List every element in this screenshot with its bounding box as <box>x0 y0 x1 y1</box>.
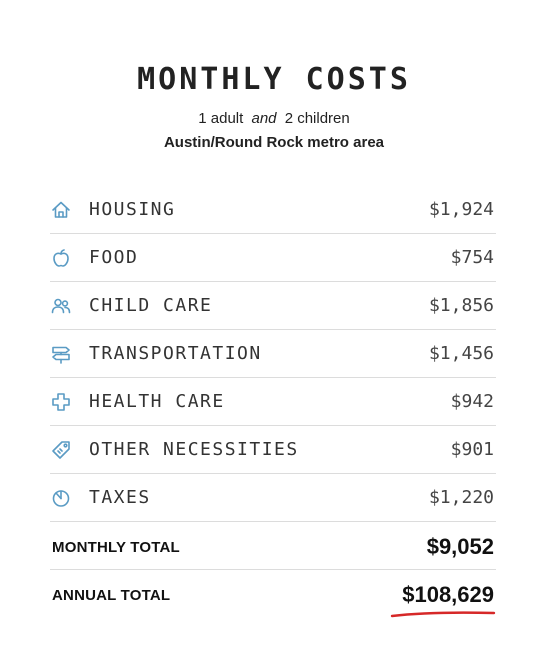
tag-icon <box>50 439 72 461</box>
cost-amount: $1,220 <box>428 487 494 508</box>
people-icon <box>50 295 72 317</box>
cost-label: HOUSING <box>89 199 176 220</box>
cost-row-housing: HOUSING $1,924 <box>50 186 496 234</box>
cost-row-child-care: CHILD CARE $1,856 <box>50 282 496 330</box>
cost-list: HOUSING $1,924 FOOD $754 <box>50 186 496 618</box>
adults-count: 1 adult <box>198 110 244 127</box>
children-count: 2 children <box>284 110 350 127</box>
annual-total-underline <box>390 611 496 618</box>
location-label: Austin/Round Rock metro area <box>163 134 385 151</box>
cost-amount: $1,924 <box>428 199 494 220</box>
cost-amount: $1,456 <box>428 343 494 364</box>
monthly-total-row: MONTHLY TOTAL $9,052 <box>50 522 496 570</box>
cost-row-taxes: TAXES $1,220 <box>50 474 496 522</box>
cost-amount: $1,856 <box>428 295 494 316</box>
cost-label: FOOD <box>89 247 139 268</box>
monthly-total-value: $9,052 <box>426 534 494 559</box>
cost-amount: $754 <box>450 247 494 268</box>
cost-row-health-care: HEALTH CARE $942 <box>50 378 496 426</box>
monthly-total-label: MONTHLY TOTAL <box>52 539 180 556</box>
conjunction-and: and <box>251 110 277 127</box>
signpost-icon <box>50 343 72 365</box>
cost-amount: $942 <box>450 391 494 412</box>
cost-label: TAXES <box>89 487 151 508</box>
annual-total-value: $108,629 <box>402 582 494 607</box>
apple-icon <box>50 247 72 269</box>
cost-row-transportation: TRANSPORTATION $1,456 <box>50 330 496 378</box>
cost-label: OTHER NECESSITIES <box>89 439 299 460</box>
pie-chart-icon <box>50 487 72 509</box>
cost-label: HEALTH CARE <box>89 391 225 412</box>
cost-label: CHILD CARE <box>89 295 213 316</box>
page-title: MONTHLY COSTS <box>137 62 411 97</box>
medical-cross-icon <box>50 391 72 413</box>
cost-row-food: FOOD $754 <box>50 234 496 282</box>
cost-row-other-necessities: OTHER NECESSITIES $901 <box>50 426 496 474</box>
cost-amount: $901 <box>450 439 494 460</box>
annual-total-label: ANNUAL TOTAL <box>52 587 171 604</box>
cost-label: TRANSPORTATION <box>89 343 262 364</box>
annual-total-row: ANNUAL TOTAL $108,629 <box>50 570 496 618</box>
household-description: 1 adult and 2 children <box>0 110 548 127</box>
house-icon <box>50 199 72 221</box>
